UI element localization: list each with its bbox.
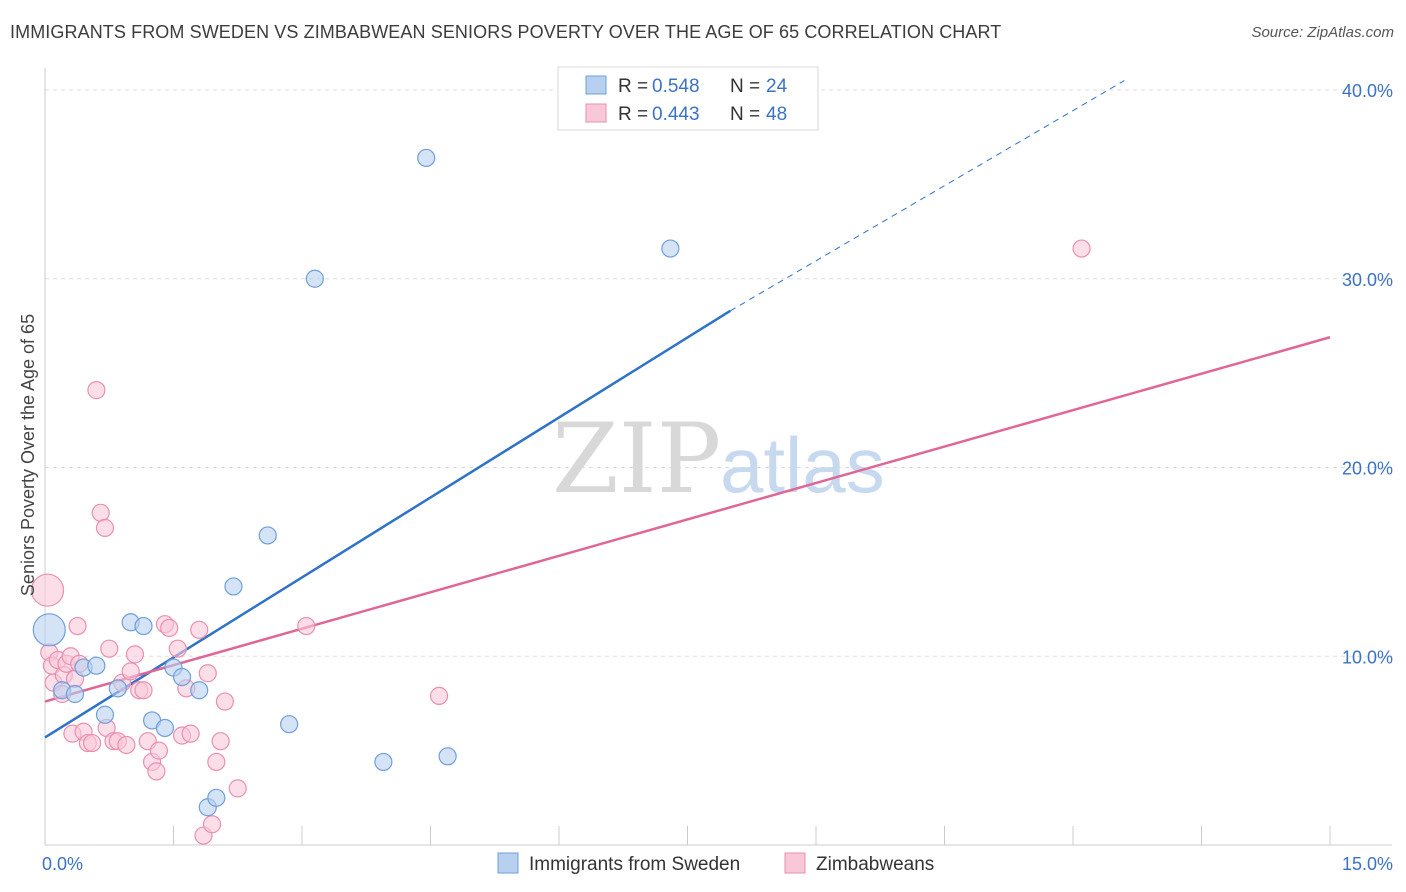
point-zimbabwe-35 <box>168 639 187 658</box>
trend-line-sweden <box>44 309 731 739</box>
point-zimbabwe-32 <box>149 741 169 760</box>
point-sweden-19 <box>305 269 324 288</box>
point-zimbabwe-11 <box>68 616 87 636</box>
point-zimbabwe-31 <box>147 762 166 781</box>
point-zimbabwe-44 <box>211 732 230 751</box>
y-tick-label-2: 30.0% <box>1342 270 1393 290</box>
grid-lines <box>45 89 1392 657</box>
x-tick-labels: 0.0% 15.0% <box>42 854 1393 874</box>
point-sweden-6 <box>108 679 127 698</box>
point-sweden-8 <box>134 616 153 636</box>
point-sweden-12 <box>172 667 192 687</box>
point-sweden-22 <box>438 747 457 766</box>
legend-n-value-zimbabwe: 48 <box>766 104 787 125</box>
x-tick-label-1: 15.0% <box>1342 854 1393 874</box>
trend-lines <box>44 80 1331 739</box>
point-zimbabwe-46 <box>228 779 247 798</box>
point-sweden-17 <box>258 526 277 545</box>
point-zimbabwe-34 <box>160 618 179 638</box>
data-points <box>30 148 1091 845</box>
y-tick-label-3: 40.0% <box>1342 81 1393 101</box>
y-tick-label-1: 20.0% <box>1342 459 1393 479</box>
legend-r-value-sweden: 0.548 <box>652 76 700 97</box>
point-zimbabwe-20 <box>100 639 119 658</box>
point-zimbabwe-38 <box>181 724 200 743</box>
point-sweden-10 <box>155 718 175 738</box>
watermark: ZIP atlas <box>552 403 885 515</box>
legend-r-value-zimbabwe: 0.443 <box>652 104 700 125</box>
legend-n-label-sweden: N = <box>730 76 760 97</box>
trend-line-zimbabwe <box>44 336 1331 703</box>
source-credit: Source: ZipAtlas.com <box>1251 24 1394 41</box>
point-zimbabwe-15 <box>83 733 102 753</box>
bottom-legend-swatch-sweden <box>497 852 519 874</box>
point-sweden-5 <box>95 705 115 724</box>
point-zimbabwe-16 <box>87 381 106 400</box>
point-zimbabwe-26 <box>125 645 145 664</box>
y-tick-labels: 10.0% 20.0% 30.0% 40.0% <box>1342 81 1393 667</box>
point-zimbabwe-45 <box>215 692 234 711</box>
legend-n-value-sweden: 24 <box>766 76 788 97</box>
point-zimbabwe-49 <box>1072 239 1091 258</box>
point-sweden-13 <box>190 681 209 700</box>
point-zimbabwe-18 <box>95 518 115 538</box>
legend-swatch-zimbabwe <box>585 103 607 123</box>
legend-swatch-sweden <box>585 75 607 95</box>
chart-title: IMMIGRANTS FROM SWEDEN VS ZIMBABWEAN SEN… <box>10 22 1002 42</box>
bottom-legend-label-zimbabwe: Zimbabweans <box>816 854 934 875</box>
watermark-atlas: atlas <box>720 421 885 509</box>
x-tick-label-0: 0.0% <box>42 854 83 874</box>
point-sweden-21 <box>417 148 436 168</box>
point-sweden-15 <box>207 788 226 807</box>
point-sweden-0 <box>32 613 66 647</box>
bottom-legend-swatch-zimbabwe <box>784 852 806 874</box>
point-zimbabwe-41 <box>198 664 217 683</box>
point-zimbabwe-39 <box>190 620 209 639</box>
bottom-legend-label-sweden: Immigrants from Sweden <box>529 854 740 875</box>
axes <box>44 68 1392 846</box>
y-tick-label-0: 10.0% <box>1342 647 1393 667</box>
point-zimbabwe-43 <box>207 752 226 772</box>
point-sweden-16 <box>224 577 243 596</box>
point-zimbabwe-25 <box>121 662 140 681</box>
point-zimbabwe-42 <box>202 815 222 834</box>
point-sweden-18 <box>280 715 299 734</box>
point-sweden-23 <box>661 239 680 258</box>
point-sweden-2 <box>65 684 85 704</box>
watermark-zip: ZIP <box>552 403 721 515</box>
point-zimbabwe-0 <box>30 573 65 607</box>
y-axis-label: Seniors Poverty Over the Age of 65 <box>18 314 38 596</box>
point-sweden-4 <box>87 656 106 675</box>
point-zimbabwe-17 <box>91 503 110 522</box>
legend-r-label-sweden: R = <box>618 76 648 97</box>
bottom-legend: Immigrants from Sweden Zimbabweans <box>497 852 934 875</box>
point-zimbabwe-47 <box>297 616 316 636</box>
point-zimbabwe-28 <box>134 681 153 700</box>
legend: R = 0.548 N = 24 R = 0.443 N = 48 <box>557 66 819 131</box>
legend-r-label-zimbabwe: R = <box>618 104 648 125</box>
legend-n-label-zimbabwe: N = <box>730 104 760 125</box>
point-sweden-20 <box>374 752 393 772</box>
point-zimbabwe-24 <box>117 735 136 755</box>
point-zimbabwe-48 <box>429 686 449 705</box>
